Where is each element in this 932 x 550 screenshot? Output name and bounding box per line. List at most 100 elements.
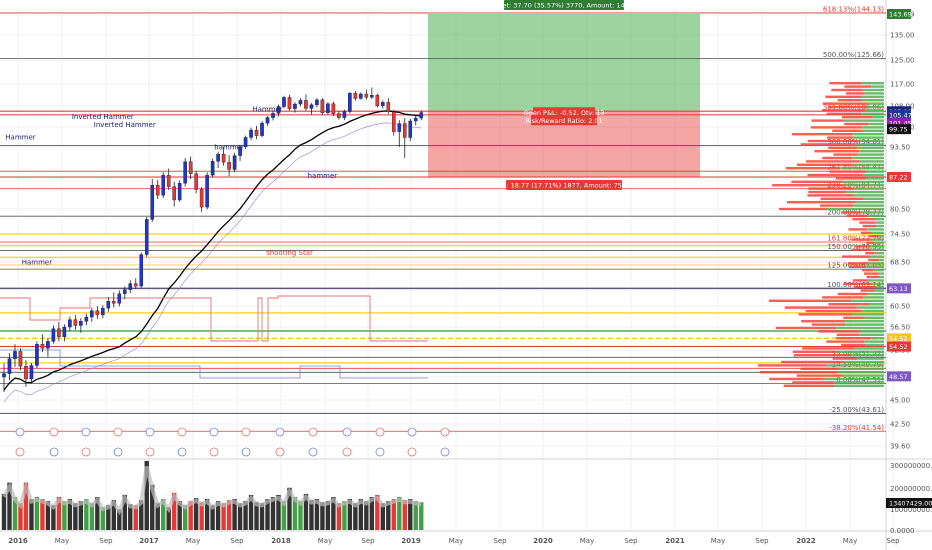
candle-body[interactable]	[216, 153, 220, 162]
candle-body[interactable]	[276, 106, 281, 114]
candle-body[interactable]	[337, 113, 341, 118]
candle-body[interactable]	[254, 129, 259, 136]
candle-body[interactable]	[79, 321, 83, 326]
candle-body[interactable]	[133, 283, 138, 287]
time-axis[interactable]: 2016 May Sep 2017 May Sep 2018 May Sep 2019 May Sep…	[8, 537, 900, 545]
candle-body[interactable]	[413, 117, 418, 122]
candle-body[interactable]	[265, 117, 270, 124]
candle-body[interactable]	[205, 174, 209, 208]
candle-body[interactable]	[155, 184, 160, 196]
candle-body[interactable]	[331, 103, 336, 114]
candle-body[interactable]	[84, 316, 89, 322]
candle-body[interactable]	[144, 219, 149, 255]
candle-body[interactable]	[172, 186, 176, 201]
candle-body[interactable]	[353, 93, 358, 99]
candle-body[interactable]	[161, 174, 166, 196]
candle-body[interactable]	[117, 293, 122, 304]
time-tick[interactable]: 2020	[533, 537, 553, 545]
price-tick[interactable]: 45.00	[890, 397, 910, 405]
time-tick[interactable]: 2019	[401, 537, 421, 545]
candle-body[interactable]	[243, 137, 248, 147]
time-tick[interactable]: Sep	[755, 537, 769, 545]
candle-body[interactable]	[397, 123, 402, 132]
time-tick[interactable]: May	[318, 537, 332, 545]
candle-body[interactable]	[62, 326, 67, 337]
candle-body[interactable]	[2, 373, 6, 378]
candle-body[interactable]	[46, 341, 50, 349]
price-tick[interactable]: 74.50	[890, 231, 910, 239]
candle-body[interactable]	[210, 161, 215, 176]
candle-body[interactable]	[111, 301, 116, 304]
candle-body[interactable]	[106, 301, 111, 309]
time-tick[interactable]: May	[711, 537, 725, 545]
candle-body[interactable]	[18, 351, 23, 367]
price-tick[interactable]: 68.50	[890, 259, 910, 267]
candle-body[interactable]	[375, 95, 380, 106]
time-tick[interactable]: May	[449, 537, 463, 545]
candle-body[interactable]	[282, 97, 286, 107]
candle-body[interactable]	[348, 93, 352, 112]
time-tick[interactable]: 2018	[271, 537, 291, 545]
time-tick[interactable]: 2021	[665, 537, 685, 545]
candle-body[interactable]	[293, 103, 297, 109]
candle-body[interactable]	[68, 319, 72, 328]
candle-body[interactable]	[408, 120, 413, 138]
position-zones[interactable]	[428, 14, 700, 177]
candle-body[interactable]	[90, 310, 94, 318]
candle-body[interactable]	[73, 319, 78, 326]
candle-body[interactable]	[150, 184, 155, 220]
candle-body[interactable]	[298, 100, 303, 105]
candle-body[interactable]	[315, 99, 319, 105]
candle-body[interactable]	[402, 123, 407, 138]
candle-body[interactable]	[386, 102, 391, 112]
target-zone[interactable]	[428, 14, 700, 112]
candle-body[interactable]	[51, 328, 56, 342]
candle-body[interactable]	[260, 122, 264, 136]
candle-body[interactable]	[249, 129, 253, 138]
candle-body[interactable]	[194, 173, 198, 190]
candle-body[interactable]	[183, 161, 187, 184]
candle-body[interactable]	[101, 307, 105, 316]
price-tick[interactable]: 60.50	[890, 303, 910, 311]
candle-body[interactable]	[177, 183, 182, 201]
price-tick[interactable]: 117.00	[890, 81, 915, 89]
time-tick[interactable]: May	[55, 537, 69, 545]
candle-body[interactable]	[95, 310, 100, 316]
candle-body[interactable]	[364, 93, 369, 98]
candle-body[interactable]	[232, 155, 237, 170]
candle-body[interactable]	[57, 328, 61, 337]
candle-body[interactable]	[238, 146, 242, 156]
candle-body[interactable]	[7, 358, 12, 374]
candle-body[interactable]	[122, 289, 127, 294]
candle-body[interactable]	[128, 283, 133, 290]
time-tick[interactable]: 2016	[8, 537, 28, 545]
time-tick[interactable]: May	[186, 537, 200, 545]
time-tick[interactable]: Sep	[886, 537, 900, 545]
price-tick[interactable]: 39.60	[890, 443, 910, 451]
candle-body[interactable]	[391, 111, 396, 132]
candle-body[interactable]	[419, 112, 424, 119]
time-tick[interactable]: 2017	[139, 537, 159, 545]
candle-body[interactable]	[13, 351, 17, 359]
time-tick[interactable]: Sep	[230, 537, 244, 545]
price-tick[interactable]: 135.00	[890, 32, 915, 40]
candle-body[interactable]	[24, 366, 28, 380]
price-tick[interactable]: 125.00	[890, 57, 915, 65]
candle-body[interactable]	[287, 97, 292, 109]
candle-body[interactable]	[320, 99, 325, 114]
candle-body[interactable]	[326, 103, 330, 114]
time-tick[interactable]: Sep	[99, 537, 113, 545]
candle-body[interactable]	[139, 254, 144, 287]
candle-body[interactable]	[370, 95, 374, 98]
candle-body[interactable]	[166, 174, 171, 187]
candle-body[interactable]	[199, 189, 204, 208]
candle-body[interactable]	[381, 102, 385, 106]
candle-body[interactable]	[40, 344, 45, 349]
time-tick[interactable]: 2022	[796, 537, 816, 545]
candle-body[interactable]	[271, 113, 275, 118]
candle-body[interactable]	[309, 104, 314, 109]
time-tick[interactable]: May	[843, 537, 857, 545]
candle-body[interactable]	[304, 100, 308, 109]
time-tick[interactable]: Sep	[493, 537, 507, 545]
